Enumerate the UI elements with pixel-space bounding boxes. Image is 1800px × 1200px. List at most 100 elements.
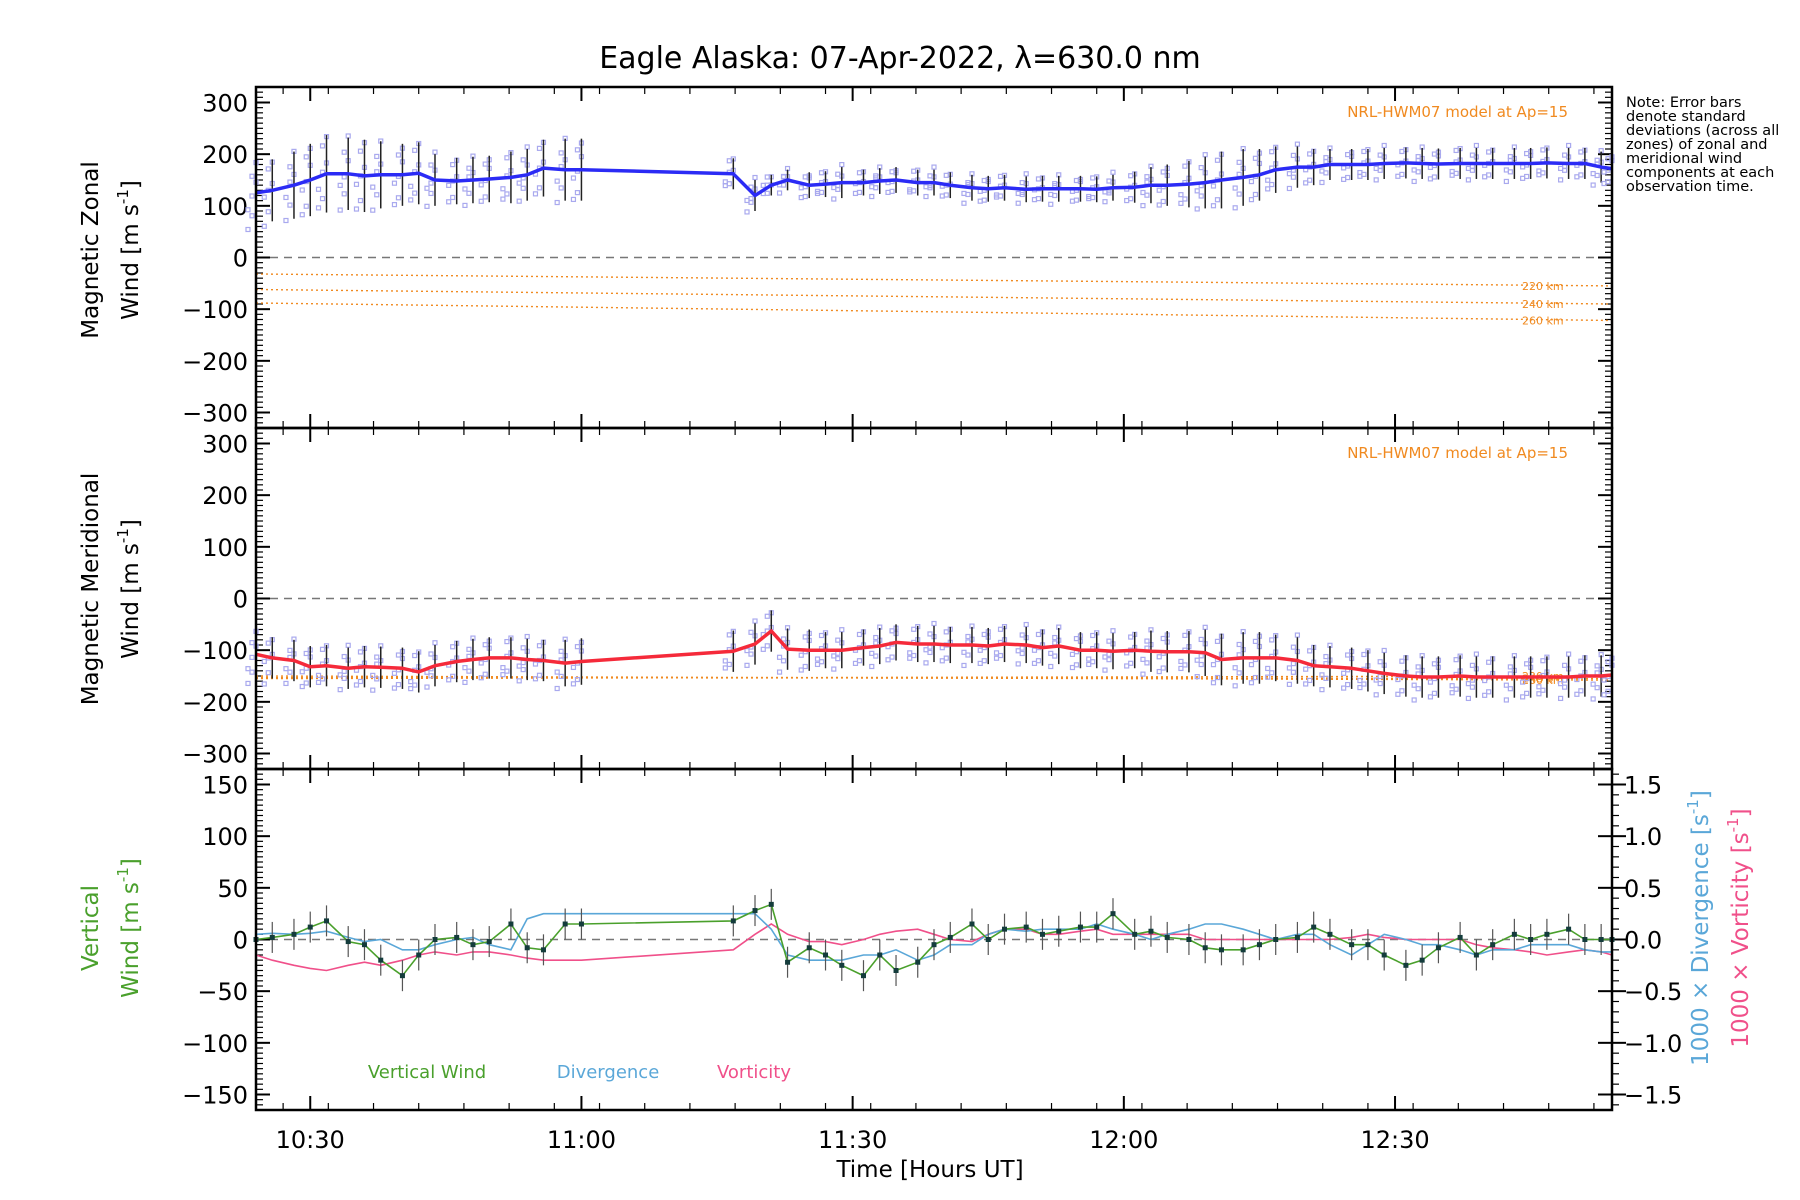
zone-point: [748, 629, 754, 635]
vertical-wind-point: [470, 942, 476, 948]
zone-point: [1503, 697, 1509, 703]
zone-point: [265, 640, 271, 646]
chart-title: Eagle Alaska: 07-Apr-2022, λ=630.0 nm: [599, 41, 1201, 76]
zone-point: [1110, 628, 1116, 634]
zone-point: [780, 658, 787, 664]
zone-point: [1503, 682, 1509, 688]
zone-point: [428, 162, 434, 168]
model-line: [255, 676, 1613, 680]
zone-point: [450, 194, 456, 201]
zone-point: [1232, 683, 1238, 689]
zone-point: [1323, 653, 1329, 660]
zone-point: [1252, 638, 1259, 644]
zone-point: [856, 631, 863, 638]
zone-point: [370, 687, 376, 693]
zone-point: [1198, 193, 1204, 199]
zone-point: [1106, 651, 1112, 657]
zone-point: [1140, 656, 1146, 662]
zone-point: [1052, 181, 1058, 187]
zone-point: [923, 660, 929, 666]
vertical-wind-point: [985, 937, 991, 942]
zone-point: [395, 652, 402, 658]
vertical-wind-point: [1566, 926, 1572, 932]
zone-point: [1110, 169, 1116, 175]
zone-point: [261, 194, 267, 200]
zone-point: [303, 680, 309, 686]
zone-point: [249, 669, 255, 675]
right-tick-label: −1.5: [1624, 1082, 1682, 1110]
vertical-wind-point: [378, 957, 384, 963]
zone-point: [835, 171, 841, 177]
zone-point: [1578, 688, 1584, 694]
zone-point: [504, 191, 510, 197]
vertical-wind-point: [269, 934, 275, 940]
zone-point: [1086, 656, 1092, 662]
zone-point: [516, 180, 522, 186]
zone-point: [1453, 686, 1459, 692]
zone-point: [424, 203, 430, 209]
zone-point: [907, 650, 913, 656]
model-line-label: 220 km: [1522, 280, 1564, 293]
y-tick-label: 300: [202, 431, 248, 459]
right-tick-label: −1.0: [1624, 1030, 1682, 1058]
zone-point: [1160, 198, 1166, 205]
zone-point: [869, 650, 875, 656]
panel-frame: [254, 767, 1614, 1112]
zone-point: [977, 660, 983, 666]
zone-point: [1524, 661, 1530, 667]
zone-point: [446, 199, 452, 205]
zone-point: [907, 187, 913, 193]
zone-point: [412, 190, 418, 196]
zone-point: [744, 662, 750, 668]
zone-point: [341, 149, 347, 155]
zone-point: [570, 196, 577, 203]
zone-point: [911, 626, 917, 632]
zone-point: [319, 143, 326, 149]
zone-point: [466, 668, 472, 674]
zone-point: [319, 196, 326, 202]
zone-point: [532, 661, 539, 667]
zone-point: [1214, 197, 1221, 203]
zone-point: [524, 633, 530, 640]
zone-point: [245, 226, 251, 233]
zone-point: [1210, 203, 1217, 209]
zone-point: [319, 646, 326, 652]
zone-point: [1269, 149, 1275, 155]
vertical-wind-point: [540, 947, 546, 953]
vertical-wind-point: [1365, 942, 1371, 948]
vertical-wind-point: [1002, 926, 1008, 932]
zone-point: [245, 666, 251, 672]
zone-point: [1536, 691, 1542, 697]
zone-point: [1303, 681, 1309, 687]
zone-point: [1286, 681, 1293, 687]
zone-point: [395, 195, 402, 201]
zone-point: [1357, 677, 1363, 684]
zone-point: [536, 145, 543, 151]
zone-point: [1373, 692, 1379, 698]
zone-point: [558, 673, 564, 680]
zone-point: [965, 633, 971, 640]
zone-point: [1160, 169, 1166, 175]
zone-point: [1319, 179, 1325, 186]
zone-point: [287, 202, 293, 208]
vertical-wind-point: [1077, 924, 1083, 930]
zone-point: [1236, 191, 1242, 197]
zone-point: [1019, 632, 1025, 638]
zone-point: [931, 164, 937, 170]
zone-point: [1248, 662, 1255, 668]
y-tick-label: 150: [202, 772, 248, 800]
zone-point: [482, 194, 488, 200]
zone-point: [516, 198, 522, 204]
right-tick-label: 1.0: [1624, 823, 1662, 851]
vertical-wind-point: [1094, 924, 1100, 930]
zone-point: [520, 645, 526, 651]
zone-point: [744, 209, 750, 215]
zone-point: [1377, 659, 1383, 665]
zone-point: [1605, 688, 1611, 694]
zone-point: [261, 658, 267, 665]
zone-point: [1178, 665, 1184, 672]
zone-point: [1015, 661, 1021, 667]
vorticity-ylabel: 1000 × Vorticity [s-1]: [1724, 808, 1754, 1047]
zone-point: [554, 685, 560, 692]
zone-point: [287, 164, 293, 170]
